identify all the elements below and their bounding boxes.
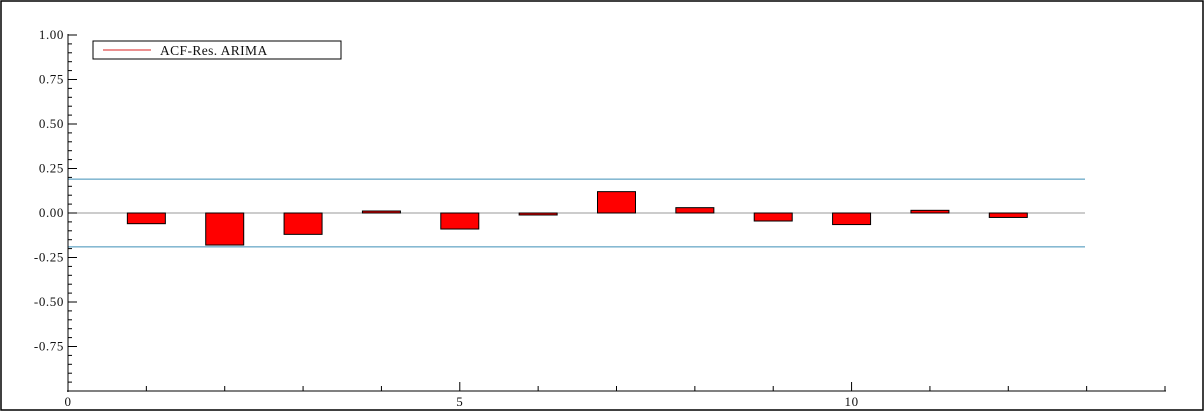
y-tick-label: 1.00 [39, 27, 64, 42]
acf-bar-lag-6 [518, 212, 558, 216]
acf-bar-lag-12 [988, 212, 1028, 218]
y-tick-label: 0.00 [39, 205, 64, 220]
acf-bar-lag-10 [832, 212, 872, 226]
legend-label: ACF-Res. ARIMA [160, 43, 268, 58]
y-tick-label: -0.25 [34, 250, 64, 265]
legend: ACF-Res. ARIMA [92, 40, 342, 60]
y-tick-label: 0.50 [39, 116, 64, 131]
acf-bar-lag-9 [753, 212, 793, 222]
acf-bar-lag-3 [283, 212, 323, 235]
y-tick-label: -0.50 [34, 294, 64, 309]
y-tick-label: 0.75 [39, 72, 64, 87]
x-tick-label: 10 [844, 394, 858, 409]
x-tick-label: 0 [64, 394, 71, 409]
y-tick-label: 0.25 [39, 161, 64, 176]
acf-bar-lag-4 [361, 210, 401, 214]
acf-bar-lag-1 [126, 212, 166, 225]
acf-bar-lag-11 [910, 209, 950, 214]
legend-box [92, 40, 342, 60]
acf-bar-lag-8 [675, 207, 715, 214]
plot-area [68, 178, 1085, 248]
x-tick-label: 5 [456, 394, 463, 409]
acf-bar-lag-2 [205, 212, 245, 246]
axes: 1.00 0.75 0.50 0.25 0.00 -0.25 -0.50 -0.75 0 5 10 [34, 27, 1166, 409]
y-tick-label: -0.75 [34, 339, 64, 354]
acf-bar-lag-7 [597, 191, 636, 214]
acf-bar-lag-5 [440, 212, 480, 230]
